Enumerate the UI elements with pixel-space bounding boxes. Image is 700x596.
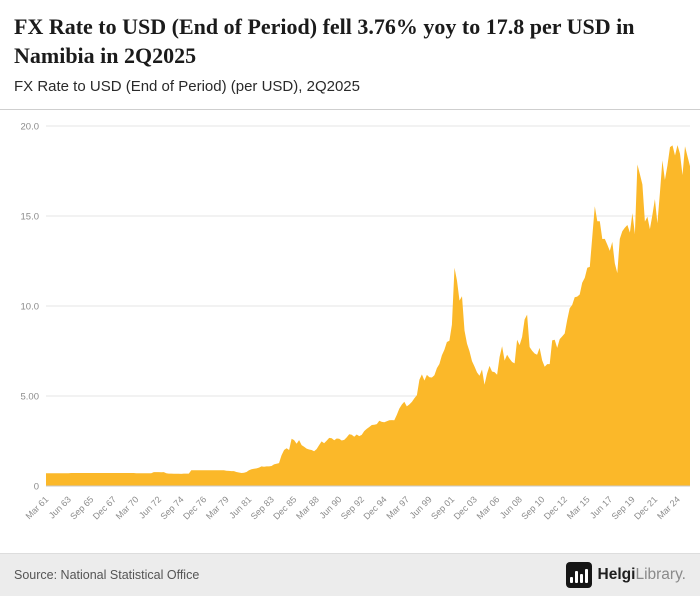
svg-text:Mar 24: Mar 24 — [655, 494, 682, 521]
logo-text-bold: Helgi — [597, 566, 636, 583]
svg-text:Mar 61: Mar 61 — [24, 494, 51, 521]
source-note: Source: National Statistical Office — [14, 568, 200, 582]
svg-text:5.00: 5.00 — [21, 392, 40, 403]
svg-text:20.0: 20.0 — [21, 122, 40, 133]
chart-header: FX Rate to USD (End of Period) fell 3.76… — [0, 0, 700, 111]
helgilibrary-logo[interactable]: HelgiLibrary. — [565, 562, 686, 588]
svg-text:Mar 88: Mar 88 — [294, 494, 321, 521]
svg-text:Dec 12: Dec 12 — [542, 494, 569, 521]
logo-text-light: Library. — [635, 566, 686, 583]
svg-text:Mar 15: Mar 15 — [565, 494, 592, 521]
fx-rate-area-chart: 0 5.00 10.0 15.0 20.0 Mar 61 Jun 63 Sep 65 Dec 6… — [0, 110, 700, 551]
svg-text:Mar 70: Mar 70 — [114, 494, 141, 521]
svg-text:Dec 03: Dec 03 — [452, 494, 479, 521]
bar-chart-icon — [565, 562, 592, 588]
chart-subtitle: FX Rate to USD (End of Period) (per USD)… — [14, 78, 360, 96]
svg-text:Mar 06: Mar 06 — [475, 494, 502, 521]
svg-text:Dec 21: Dec 21 — [632, 494, 659, 521]
svg-text:0: 0 — [34, 482, 39, 493]
svg-text:Sep 19: Sep 19 — [610, 494, 637, 521]
svg-text:Mar 79: Mar 79 — [204, 494, 231, 521]
svg-text:Sep 83: Sep 83 — [249, 494, 276, 521]
svg-text:15.0: 15.0 — [21, 212, 40, 223]
svg-text:Dec 85: Dec 85 — [271, 494, 298, 521]
svg-text:Dec 76: Dec 76 — [181, 494, 208, 521]
svg-text:Sep 92: Sep 92 — [339, 494, 366, 521]
logo-text: HelgiLibrary. — [598, 566, 686, 584]
svg-text:Sep 74: Sep 74 — [158, 494, 185, 521]
svg-text:Sep 01: Sep 01 — [429, 494, 456, 521]
svg-text:Sep 10: Sep 10 — [519, 494, 546, 521]
svg-text:Dec 94: Dec 94 — [361, 494, 388, 521]
svg-text:Sep 65: Sep 65 — [68, 494, 95, 521]
footer: Source: National Statistical Office Helg… — [0, 553, 700, 596]
svg-text:Mar 97: Mar 97 — [384, 494, 411, 521]
svg-text:Dec 67: Dec 67 — [91, 494, 118, 521]
svg-text:10.0: 10.0 — [21, 302, 40, 313]
page-title: FX Rate to USD (End of Period) fell 3.76… — [14, 14, 635, 69]
